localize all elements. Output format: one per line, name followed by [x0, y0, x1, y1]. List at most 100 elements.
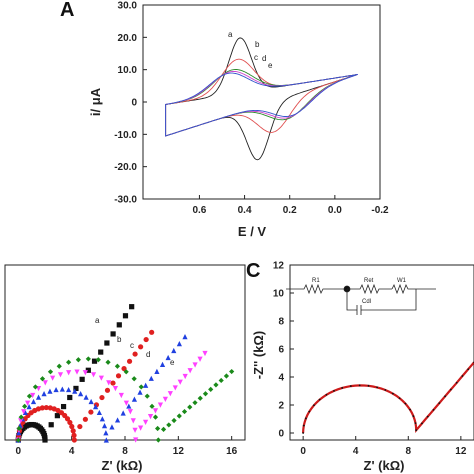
panel-b-curve-labels: a bc d e [95, 316, 175, 367]
marker-b [35, 406, 42, 412]
marker-e [32, 384, 39, 390]
marker-b [121, 365, 127, 372]
equivalent-circuit [286, 283, 436, 315]
data-point [325, 393, 328, 396]
panel-b: 0 4 8 12 16 a bc d e Z' (kΩ) [4, 264, 246, 473]
marker-c [101, 423, 108, 429]
data-point [391, 392, 394, 395]
curve-label-b: b [255, 40, 260, 49]
marker-a [42, 437, 48, 443]
marker-d [197, 356, 203, 362]
marker-d [142, 419, 149, 425]
x-tick-label: 4 [69, 446, 75, 457]
marker-a [54, 413, 60, 419]
data-point [398, 397, 401, 400]
marker-d [162, 396, 168, 403]
marker-b [69, 423, 75, 430]
panel-c-series [302, 361, 474, 434]
marker-e [15, 437, 21, 443]
data-point [432, 408, 435, 411]
marker-c [83, 394, 89, 400]
curve-label-c: c [130, 341, 134, 350]
marker-a [129, 304, 135, 310]
marker-b [88, 409, 94, 415]
curve-label-b: b [117, 335, 122, 344]
data-point [455, 381, 458, 384]
y-tick-label: 8 [278, 317, 284, 328]
marker-d [90, 372, 97, 378]
marker-e [229, 368, 235, 375]
marker-b [71, 437, 77, 443]
marker-c [182, 334, 188, 340]
x-tick-label: 4 [353, 446, 359, 457]
x-tick-label: -0.2 [371, 205, 389, 216]
marker-d [82, 370, 88, 376]
marker-a [67, 394, 73, 401]
marker-d [147, 414, 154, 420]
y-tick-label: 10.0 [118, 65, 138, 76]
y-tick-label: -30.0 [114, 195, 137, 206]
cv-curve-e [165, 72, 358, 137]
marker-e [192, 400, 198, 406]
marker-c [137, 389, 143, 395]
marker-a [91, 358, 98, 364]
y-tick-label: 4 [278, 373, 284, 384]
marker-d [21, 409, 27, 415]
panel-c: C 0 2 4 6 8 10 12 0 4 8 12 Z' (kΩ) -Z'' (kΩ) R1 R… [246, 260, 474, 473]
marker-b [67, 419, 73, 426]
marker-d [182, 373, 188, 380]
x-tick-label: 0.0 [328, 205, 342, 216]
marker-e [155, 425, 161, 432]
marker-e [18, 414, 24, 420]
marker-e [123, 369, 129, 375]
panel-c-x-label: Z' (kΩ) [364, 458, 405, 473]
marker-e [149, 403, 155, 409]
marker-c [103, 430, 109, 436]
data-point [318, 398, 321, 401]
x-tick-label: 0.4 [238, 205, 252, 216]
marker-d [187, 368, 193, 374]
curve-label-a: a [228, 30, 233, 39]
marker-b [70, 428, 76, 434]
marker-d [112, 386, 119, 392]
marker-c [126, 403, 132, 409]
data-point [444, 395, 446, 398]
marker-e [85, 356, 91, 362]
data-point [426, 415, 429, 418]
data-point [409, 408, 411, 411]
marker-c [26, 404, 32, 410]
marker-d [57, 372, 64, 378]
marker-b [143, 336, 149, 343]
marker-c [78, 391, 84, 397]
marker-e [218, 377, 224, 384]
marker-c [131, 396, 138, 402]
marker-e [187, 404, 193, 410]
resistor-ret [347, 283, 392, 295]
marker-c [30, 398, 37, 405]
panel-a-curve-labels: a bc de [228, 30, 273, 70]
marker-c [72, 388, 78, 394]
marker-a [60, 403, 67, 410]
cv-curve-c [165, 69, 358, 137]
marker-d [127, 409, 133, 415]
marker-d [123, 400, 129, 406]
fit-curve [302, 361, 474, 434]
marker-c [114, 417, 121, 423]
curve-label-a: a [95, 316, 100, 325]
marker-b [82, 416, 88, 422]
marker-d [152, 408, 159, 414]
marker-c [35, 394, 42, 400]
data-point [302, 432, 305, 434]
marker-d [130, 418, 136, 424]
marker-d [138, 425, 144, 431]
x-tick-label: 0 [16, 446, 22, 457]
data-point [302, 424, 305, 427]
y-tick-label: 0 [278, 429, 284, 440]
marker-e [47, 369, 54, 375]
marker-a [85, 367, 91, 373]
marker-e [114, 363, 121, 369]
data-point [367, 384, 370, 387]
curve-label-c: c [254, 53, 258, 62]
marker-c [41, 391, 47, 397]
marker-c [159, 361, 166, 368]
